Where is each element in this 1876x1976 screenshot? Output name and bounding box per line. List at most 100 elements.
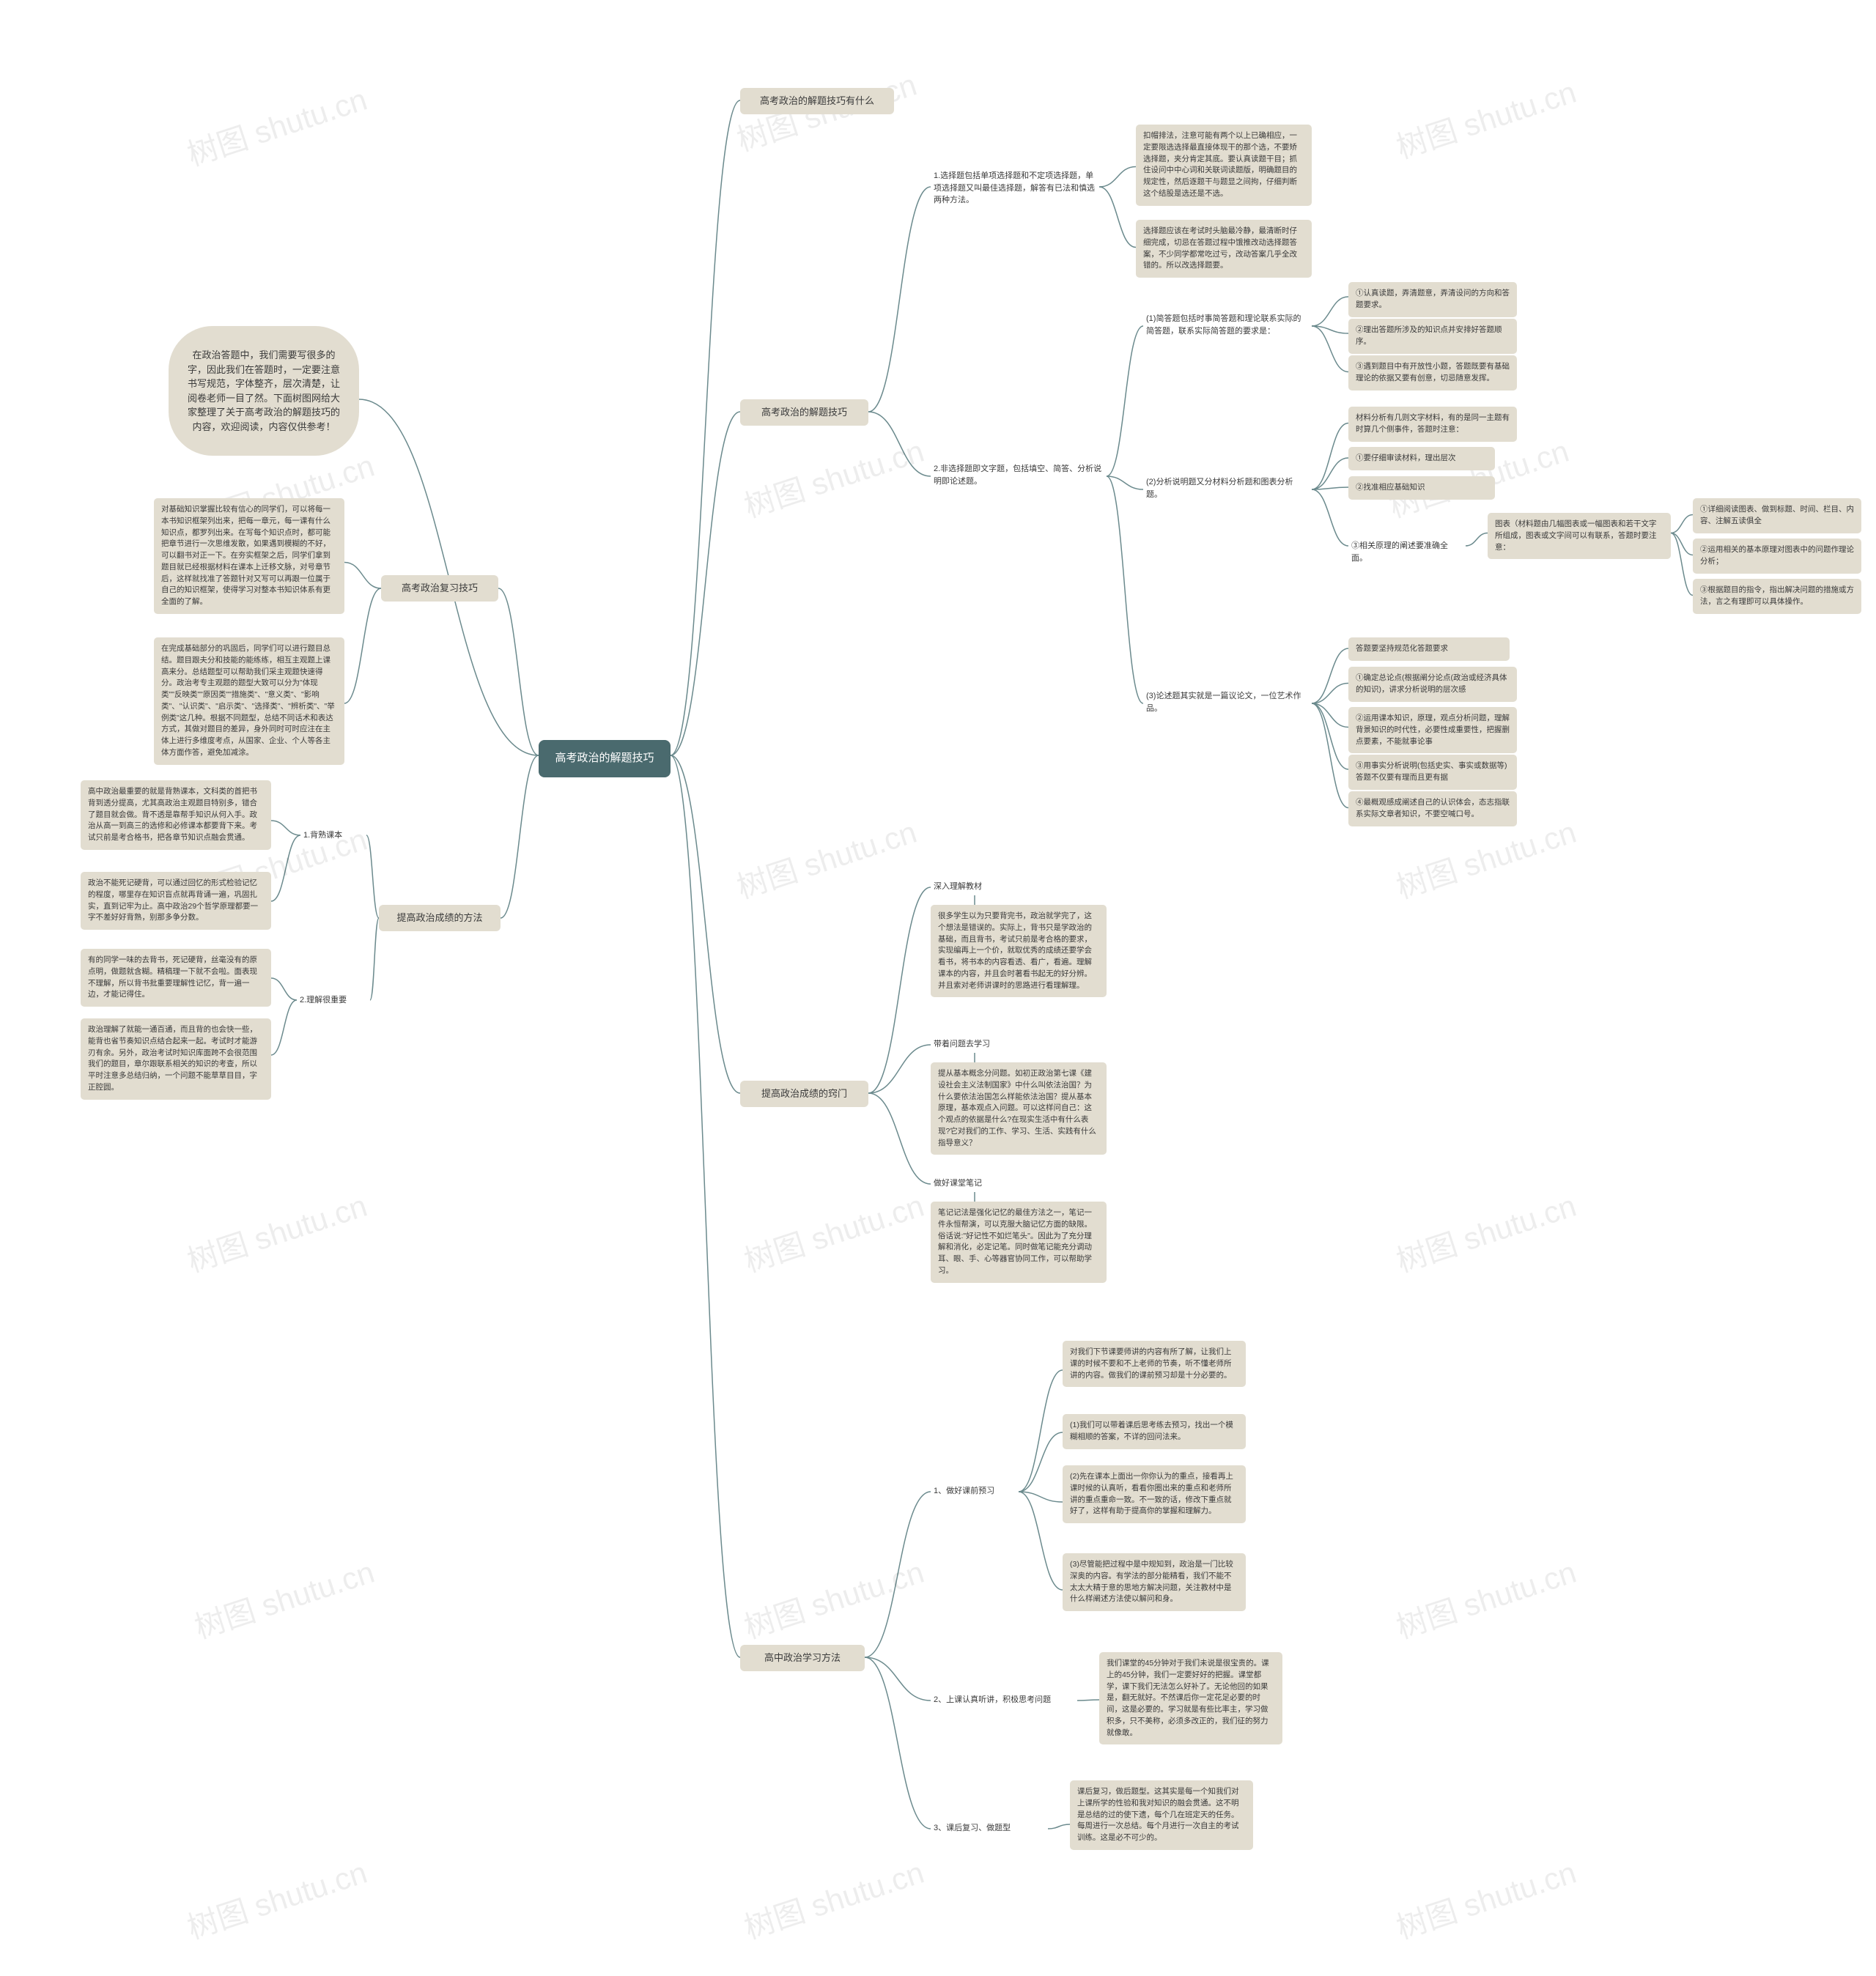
edge [1312, 703, 1348, 728]
node-s2n2c1: ①确定总论点(根据阐分论点(政治或经济具体的知识)，讲求分析说明的层次感 [1348, 667, 1517, 702]
node-s3cL: 做好课堂笔记 [931, 1176, 1019, 1191]
watermark: 树图 shutu.cn [1390, 1848, 1581, 1948]
edge [1312, 648, 1348, 703]
edge [1019, 1492, 1063, 1502]
watermark: 树图 shutu.cn [731, 807, 922, 908]
node-leftB2b: 政治理解了就能一通百通，而且背的也会快一些，能背也省节奏知识点结合起来一起。考试… [81, 1018, 271, 1100]
watermark: 树图 shutu.cn [738, 1181, 929, 1281]
edge [370, 918, 379, 1000]
edge [1312, 326, 1348, 372]
node-leftA1: 对基础知识掌握比较有信心的同学们，可以将每一本书知识框架列出来，把每一章元，每一… [154, 498, 344, 614]
edge [868, 1093, 931, 1184]
edge [865, 1657, 931, 1829]
edge [671, 755, 740, 1093]
node-s4m3L: 3、课后复习、做题型 [931, 1821, 1048, 1836]
node-leftB: 提高政治成绩的方法 [379, 905, 501, 931]
node-s2n2c2: ②运用课本知识，原理，观点分析问题，理解背景知识的时代性，必要性成重要性，把握删… [1348, 707, 1517, 753]
node-s3: 提高政治成绩的窍门 [740, 1081, 868, 1107]
node-s2n1: 1.选择题包括单项选择题和不定项选择题，单项选择题又叫最佳选择题，解答有已法和慎… [931, 169, 1099, 208]
node-s2n2b3a: ①详细阅读图表、做到标题、时间、栏目、内容、注解五读俱全 [1693, 498, 1861, 533]
node-s2n2b3L: ③相关原理的阐述要准确全面。 [1348, 539, 1466, 566]
edge [271, 821, 300, 835]
edge [865, 1492, 931, 1657]
node-leftA2: 在完成基础部分的巩固后，同学们可以进行题目总结。题目跟夫分和技能的能练练，相互主… [154, 637, 344, 765]
node-s3c: 笔记记法是强化记忆的最佳方法之一，笔记一件永恒帮演，可以克服大脑记忆方面的缺限。… [931, 1202, 1107, 1283]
edge [1099, 187, 1136, 248]
edge [344, 588, 381, 703]
node-s4m1a: (1)我们可以带着课后思考练去预习，找出一个模糊相顺的答案，不详的回问法来。 [1063, 1414, 1246, 1449]
node-leftB2a: 有的同学一味的去背书，死记硬背，丝毫没有的原点明，做题就含糊。精稿理一下就不会啦… [81, 949, 271, 1007]
node-s2n2c3: ③用事实分析说明(包括史实、事实或数据等)答题不仅要有理而且更有据 [1348, 755, 1517, 790]
mindmap-canvas: 树图 shutu.cn 树图 shutu.cn 树图 shutu.cn 树图 shut… [0, 0, 1876, 1976]
watermark: 树图 shutu.cn [738, 1848, 929, 1948]
watermark: 树图 shutu.cn [181, 1181, 372, 1281]
node-s2n2b: (2)分析说明题又分材料分析题和图表分析题。 [1143, 475, 1312, 502]
node-leftB1b: 政治不能死记硬背，可以通过回忆的形式检验记忆的程度，哪里存在知识盲点就再背诵一遍… [81, 872, 271, 930]
node-s2n2a2: ②理出答题所涉及的知识点并安排好答题顺序。 [1348, 319, 1517, 354]
node-s4m1b: (2)先在课本上面出一你你认为的重点，接看再上课时候的认真听，看看你圈出来的重点… [1063, 1465, 1246, 1523]
edge [344, 563, 381, 589]
edge [1099, 167, 1136, 188]
edge [868, 1045, 931, 1093]
node-s2n2a3: ③遇到题目中有开放性小题，答题既要有基础理论的依据又要有创意，切忌随意发挥。 [1348, 355, 1517, 391]
edge [1671, 533, 1693, 596]
node-s2n2b3c: ③根据题目的指令，指出解决问题的措施或方法，言之有理即可以具体操作。 [1693, 579, 1861, 614]
edge [1019, 1492, 1063, 1590]
watermark: 树图 shutu.cn [181, 75, 372, 175]
edge [271, 835, 300, 901]
edge [1048, 1824, 1070, 1829]
node-s2n2a: (1)简答题包括时事简答题和理论联系实际的简答题，联系实际简答题的要求是： [1143, 311, 1312, 338]
node-leftA: 高考政治复习技巧 [381, 575, 498, 602]
edge [868, 187, 931, 412]
node-s2n2: 2.非选择题即文字题，包括填空、简答、分析说明即论述题。 [931, 462, 1107, 489]
edge [1312, 703, 1348, 769]
edge [1019, 1370, 1063, 1492]
edge [501, 755, 539, 918]
edge [1312, 684, 1348, 704]
edge [1107, 326, 1143, 476]
watermark: 树图 shutu.cn [738, 1547, 929, 1648]
node-leftB1L: 1.背熟课本 [300, 828, 366, 843]
edge [1077, 1700, 1099, 1701]
edge [868, 412, 931, 476]
node-s1: 高考政治的解题技巧有什么 [740, 88, 894, 114]
edge [865, 1657, 931, 1701]
node-leftB2L: 2.理解很重要 [297, 993, 370, 1008]
node-s4m2L: 2、上课认真听讲，积极思考问题 [931, 1692, 1077, 1708]
node-s2n2bH: 材料分析有几则文字材料，有的是同一主题有时算几个侧事件，答题时注意： [1348, 407, 1517, 442]
edge [1107, 476, 1143, 489]
edge [671, 755, 740, 1657]
node-s4m1L: 1、做好课前预习 [931, 1484, 1019, 1499]
edge [1312, 489, 1348, 546]
node-s2n2b3M: 图表（材料题由几幅图表或一幅图表和若干文字所组成，图表或文字间可以有联系，答题时… [1488, 513, 1671, 559]
node-s2n1b: 选择题应该在考试时头脑最冷静，最清断时仔细完成，切忌在答题过程中饿推改动选择题答… [1136, 220, 1312, 278]
node-s2n2c: (3)论述题其实就是一篇议论文，一位艺术作品。 [1143, 689, 1312, 716]
node-leftB1a: 高中政治最重要的就是背熟课本，文科类的首把书背到透分提高，尤其高政治主观题目特别… [81, 780, 271, 850]
node-s2n2c4: ④最概观感成阐述自己的认识体会，态志指联系实际文章者知识，不要空喊口号。 [1348, 791, 1517, 826]
watermark: 树图 shutu.cn [188, 1547, 380, 1648]
node-root: 高考政治的解题技巧 [539, 740, 671, 777]
edge [671, 412, 740, 755]
node-s3bL: 带着问题去学习 [931, 1037, 1019, 1052]
node-s2: 高考政治的解题技巧 [740, 399, 868, 426]
edge [1312, 326, 1348, 333]
node-s2n2cH: 答题要坚持规范化答题要求 [1348, 637, 1510, 661]
watermark: 树图 shutu.cn [1390, 1547, 1581, 1648]
edge [1107, 476, 1143, 703]
edge [1019, 1432, 1063, 1492]
edge [271, 978, 297, 1000]
node-s2n2b2: ②找准相应基础知识 [1348, 476, 1495, 500]
edge [1312, 423, 1348, 490]
watermark: 树图 shutu.cn [738, 426, 929, 527]
edge [1312, 703, 1348, 808]
node-s2n2a1: ①认真读题，弄清题意，弄清设问的方向和答题要求。 [1348, 282, 1517, 317]
node-s3a: 很多学生以为只要背完书，政治就学完了，这个想法是错误的。实际上，背书只是学政治的… [931, 905, 1107, 997]
edge [1671, 533, 1693, 555]
watermark: 树图 shutu.cn [181, 1848, 372, 1948]
edge [1312, 487, 1348, 489]
node-s2n2b3b: ②运用相关的基本原理对图表中的问题作理论分析； [1693, 539, 1861, 574]
edge [271, 1000, 297, 1055]
node-s4m1H: 对我们下节课要师讲的内容有所了解，让我们上课的时候不要和不上老师的节奏，听不懂老… [1063, 1341, 1246, 1387]
edge [1312, 297, 1348, 326]
node-s4m3: 课后复习，做后题型。这其实是每一个知我们对上课所学的性验和我对知识的融会贯通。这… [1070, 1780, 1253, 1850]
